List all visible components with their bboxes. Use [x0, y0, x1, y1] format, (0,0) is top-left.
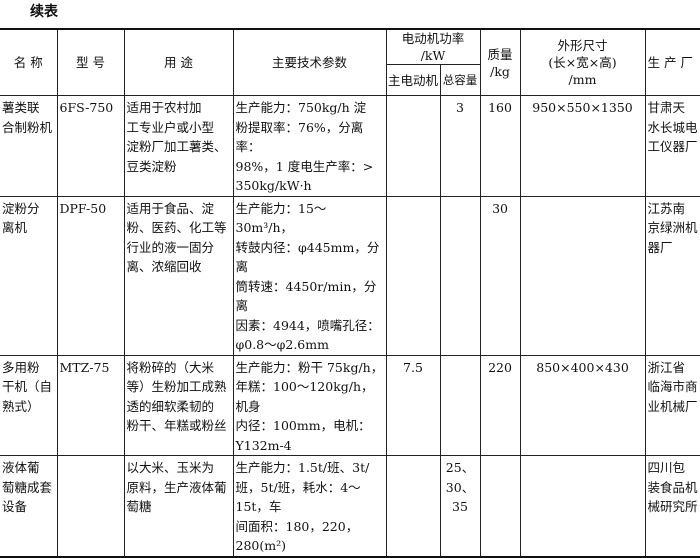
cell-size: [519, 195, 646, 356]
table-row: 多用粉 干机（自 熟式） MTZ-75 将粉碎的（大米 等）生粉加工成熟 透的细软…: [0, 354, 700, 456]
cell-params: 生产能力：750kg/h 淀 粉提取率：76%，分离率： 98%，1 度电生产率…: [232, 95, 387, 197]
header-power-total: 总容量: [439, 64, 481, 96]
header-power-main: 主电动机: [386, 64, 441, 96]
cell-use: 以大米、玉米为 原料，生产液体葡 萄糖: [123, 455, 234, 558]
header-size: 外形尺寸 (长×宽×高) /mm: [519, 28, 646, 96]
cell-params: 生产能力：15～30m³/h， 转鼓内径：φ445mm，分离 筒转速：4450r…: [232, 195, 387, 356]
cell-maker: 浙江省 临海市商 业机械厂: [644, 354, 700, 456]
table-row: 淀粉分 离机 DPF-50 适用于食品、淀 粉、医药、化工等 行业的液一固分 离、…: [0, 195, 700, 356]
cell-power-total: [439, 195, 481, 356]
cell-power-total: 25、30、 35: [439, 455, 481, 558]
cell-maker: 甘肃天 水长城电 工仪器厂: [644, 95, 700, 197]
cell-name: 液体葡 萄糖成套 设备: [0, 455, 58, 558]
header-mass: 质量 /kg: [479, 28, 521, 96]
cell-name: 淀粉分 离机: [0, 195, 58, 356]
cell-mass: [479, 455, 521, 558]
cell-use: 适用于农村加 工专业户或小型 淀粉厂加工薯类、 豆类淀粉: [123, 95, 234, 197]
cell-maker: 四川包 装食品机 械研究所: [644, 455, 700, 558]
cell-mass: 220: [479, 354, 521, 456]
cell-power-total: [439, 354, 481, 456]
cell-size: [519, 455, 646, 558]
cell-power-main: [385, 95, 441, 197]
cell-model: [56, 455, 125, 558]
cell-name: 多用粉 干机（自 熟式）: [0, 354, 58, 456]
cell-params: 生产能力：粉干 75kg/h， 年糕：100～120kg/h，机身 内径：100…: [232, 354, 387, 456]
table-row: 薯类联 合制粉机 6FS-750 适用于农村加 工专业户或小型 淀粉厂加工薯类、 …: [0, 95, 700, 197]
cell-size: 950×550×1350: [519, 95, 646, 197]
cell-mass: 30: [479, 195, 521, 356]
cell-name: 薯类联 合制粉机: [0, 95, 58, 197]
equipment-table: 名 称 型 号 用 途 主要技术参数 电动机功率 /kW 质量 /kg 外形尺寸…: [0, 28, 700, 558]
cell-power-main: 7.5: [385, 354, 441, 456]
header-maker: 生 产 厂: [644, 28, 700, 96]
header-params: 主要技术参数: [232, 28, 387, 96]
header-power: 电动机功率 /kW: [385, 28, 481, 65]
header-model: 型 号: [56, 28, 125, 96]
cell-model: DPF-50: [56, 195, 125, 356]
header-name: 名 称: [0, 28, 58, 96]
cell-power-main: [385, 195, 441, 356]
cell-maker: 江苏南 京绿洲机 器厂: [644, 195, 700, 356]
cell-params: 生产能力：1.5t/班、3t/ 班，5t/班，耗水：4～15t，车 间面积：18…: [232, 455, 387, 558]
table-caption: 续表: [30, 4, 58, 20]
cell-model: 6FS-750: [56, 95, 125, 197]
cell-model: MTZ-75: [56, 354, 125, 456]
table-row: 液体葡 萄糖成套 设备 以大米、玉米为 原料，生产液体葡 萄糖 生产能力：1.5…: [0, 455, 700, 558]
cell-mass: 160: [479, 95, 521, 197]
cell-size: 850×400×430: [519, 354, 646, 456]
cell-use: 适用于食品、淀 粉、医药、化工等 行业的液一固分 离、浓缩回收: [123, 195, 234, 356]
cell-use: 将粉碎的（大米 等）生粉加工成熟 透的细软柔韧的 粉干、年糕或粉丝: [123, 354, 234, 456]
cell-power-total: 3: [439, 95, 481, 197]
header-use: 用 途: [123, 28, 234, 96]
cell-power-main: [385, 455, 441, 558]
